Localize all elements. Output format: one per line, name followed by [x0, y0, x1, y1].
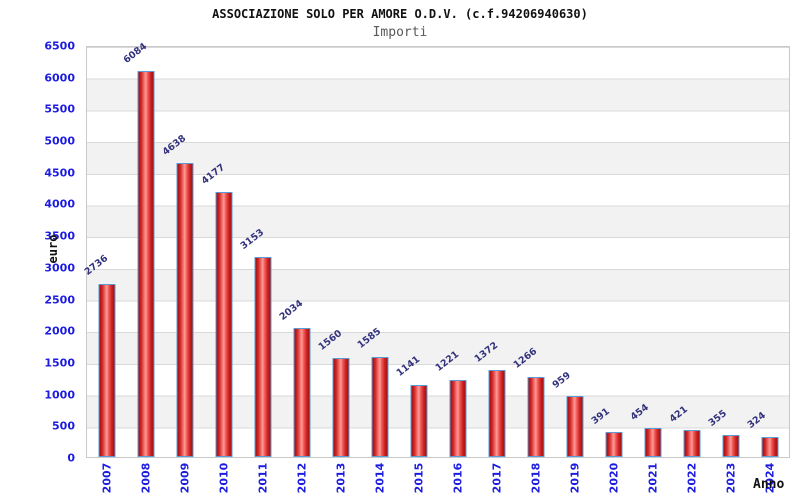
bar-value-label: 355: [706, 408, 729, 429]
bar-value-label: 2736: [82, 253, 111, 279]
y-tick-label: 4000: [44, 197, 75, 211]
bar-value-label: 324: [745, 410, 768, 431]
bar-slot: 6084 2008: [122, 41, 165, 493]
y-tick-label: 2500: [44, 293, 75, 307]
y-tick-label: 3000: [44, 261, 75, 275]
bar-slot: 421 2022: [668, 47, 711, 493]
y-tick-label: 0: [67, 451, 75, 465]
bar: [293, 328, 310, 457]
bar-slot: 4638 2009: [161, 47, 204, 493]
bar: [449, 379, 466, 457]
y-tick-label: 4500: [44, 166, 75, 180]
plot-area: 2736 2007 6084 2008 4638 2009 4177 2010 3153 2011…: [83, 41, 790, 493]
bar-value-label: 454: [628, 401, 651, 423]
bar: [761, 436, 778, 457]
x-tick-label: 2020: [607, 462, 620, 494]
bar: [332, 358, 349, 457]
x-tick-label: 2015: [412, 462, 425, 494]
bar-value-label: 4177: [199, 161, 228, 187]
bar-slot: 1141 2015: [395, 47, 438, 493]
bar: [488, 370, 505, 457]
x-tick-label: 2018: [529, 462, 542, 494]
y-tick-label: 2000: [44, 324, 75, 338]
bar-value-label: 6084: [121, 40, 150, 66]
bar-value-label: 959: [550, 369, 573, 391]
bar-slot: 2034 2012: [278, 47, 321, 493]
bar-value-label: 3153: [238, 226, 267, 252]
bar: [644, 428, 661, 457]
bar-slot: 355 2023: [707, 47, 750, 493]
bar-value-label: 421: [667, 403, 690, 425]
bar-slot: 1266 2018: [512, 47, 555, 493]
y-tick-label: 6000: [44, 71, 75, 85]
y-tick-label: 6500: [44, 39, 75, 53]
bar: [566, 396, 583, 457]
x-tick-label: 2017: [490, 462, 503, 494]
bar-value-label: 1372: [472, 339, 501, 365]
x-tick-label: 2008: [139, 462, 152, 494]
x-tick-label: 2021: [646, 462, 659, 494]
bar-slot: 324 2024: [746, 47, 789, 493]
x-tick-label: 2011: [256, 462, 269, 494]
x-tick-label: 2009: [178, 462, 191, 494]
bar: [722, 434, 739, 457]
x-axis-title: Anno: [753, 477, 785, 492]
x-tick-label: 2012: [295, 462, 308, 494]
bar-slot: 959 2019: [551, 47, 594, 493]
bar-value-label: 1141: [394, 354, 423, 380]
bar-value-label: 1221: [433, 349, 462, 375]
bar-slot: 1372 2017: [473, 47, 516, 493]
bar: [371, 356, 388, 457]
bar-value-label: 391: [589, 405, 612, 427]
x-tick-label: 2010: [217, 462, 230, 494]
bar-value-label: 1560: [316, 327, 345, 353]
bar-value-label: 4638: [160, 132, 189, 158]
x-tick-label: 2013: [334, 462, 347, 494]
bar-value-label: 2034: [277, 297, 306, 323]
y-tick-label: 3500: [44, 229, 75, 243]
y-axis: 0 500 1000 1500 2000 2500 3000 3500 4000 4500 5000…: [0, 41, 80, 464]
bar-slot: 1221 2016: [434, 47, 477, 493]
bar: [215, 192, 232, 457]
bar-slot: 1585 2014: [356, 47, 399, 493]
bar: [410, 384, 427, 457]
x-tick-label: 2016: [451, 462, 464, 494]
x-tick-label: 2007: [100, 462, 113, 494]
y-tick-label: 1500: [44, 356, 75, 370]
y-tick-label: 500: [52, 419, 75, 433]
bar-slot: 4177 2010: [200, 47, 243, 493]
x-tick-label: 2022: [685, 462, 698, 494]
bar: [137, 71, 154, 457]
bar: [527, 376, 544, 457]
y-tick-label: 1000: [44, 388, 75, 402]
bar: [176, 163, 193, 457]
bar-slot: 454 2021: [629, 47, 672, 493]
bar: [605, 432, 622, 457]
y-axis-title: euro: [46, 234, 60, 264]
bar: [98, 283, 115, 457]
bar-value-label: 1585: [355, 325, 384, 351]
bar-slot: 3153 2011: [239, 47, 282, 493]
y-tick-label: 5500: [44, 102, 75, 116]
bar-slot: 2736 2007: [83, 47, 126, 493]
bar: [254, 257, 271, 457]
x-tick-label: 2023: [724, 462, 737, 494]
chart-title: ASSOCIAZIONE SOLO PER AMORE O.D.V. (c.f.…: [212, 7, 588, 21]
chart-subtitle: Importi: [372, 25, 428, 40]
y-tick-label: 5000: [44, 134, 75, 148]
bar-slot: 1560 2013: [317, 47, 360, 493]
bar: [683, 430, 700, 457]
bar-slot: 391 2020: [590, 47, 633, 493]
x-tick-label: 2014: [373, 462, 386, 494]
bar-value-label: 1266: [511, 346, 540, 372]
x-tick-label: 2019: [568, 462, 581, 494]
